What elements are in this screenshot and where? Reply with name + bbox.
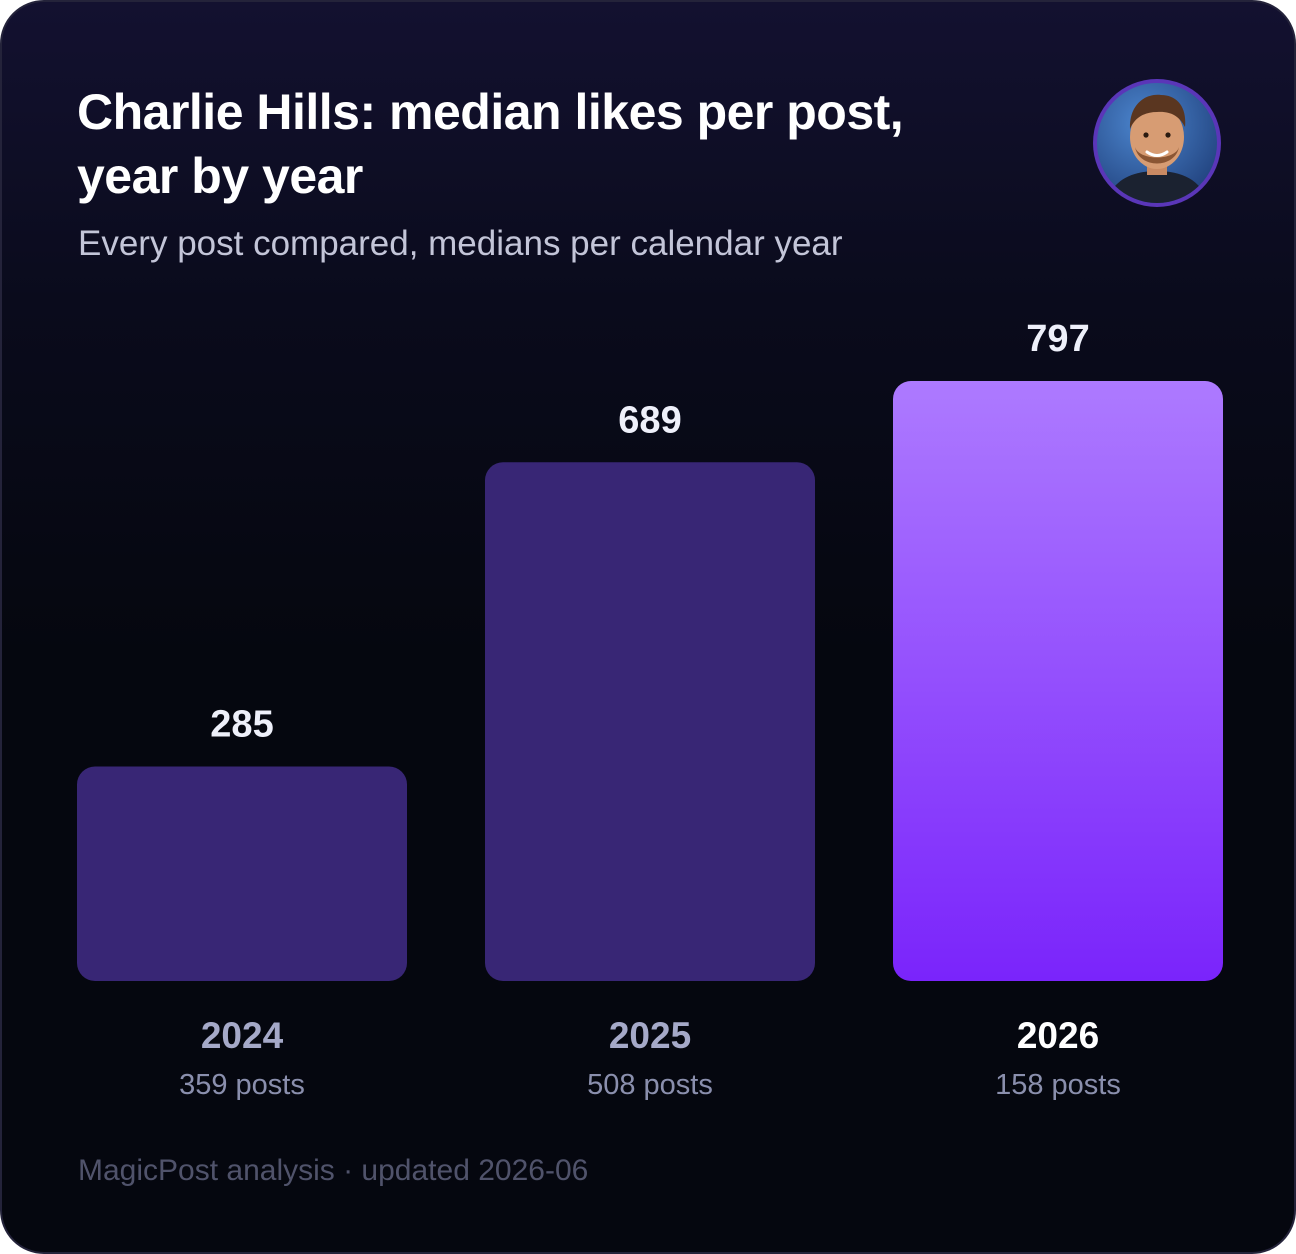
chart-subtitle: Every post compared, medians per calenda… [78, 224, 843, 263]
bars-group [77, 381, 1223, 981]
bar-2026 [893, 381, 1223, 981]
bar-2024 [77, 766, 407, 981]
category-label-2025: 2025 [609, 1015, 691, 1056]
category-label-2026: 2026 [1017, 1015, 1099, 1056]
footer-note: MagicPost analysis · updated 2026-06 [78, 1154, 589, 1187]
post-count-label-2026: 158 posts [995, 1069, 1121, 1101]
category-label-2024: 2024 [201, 1015, 284, 1056]
value-label-2025: 689 [618, 399, 681, 441]
chart-title: Charlie Hills: median likes per post, ye… [77, 84, 904, 204]
value-labels-group: 285 689 797 [210, 318, 1089, 745]
year-labels-group: 2024 2025 2026 [201, 1015, 1099, 1056]
avatar-icon [1093, 79, 1221, 207]
value-label-2026: 797 [1026, 318, 1089, 360]
posts-labels-group: 359 posts 508 posts 158 posts [179, 1069, 1121, 1101]
post-count-label-2025: 508 posts [587, 1069, 713, 1101]
bar-2025 [485, 462, 815, 981]
post-count-label-2024: 359 posts [179, 1069, 305, 1101]
value-label-2024: 285 [210, 703, 273, 745]
